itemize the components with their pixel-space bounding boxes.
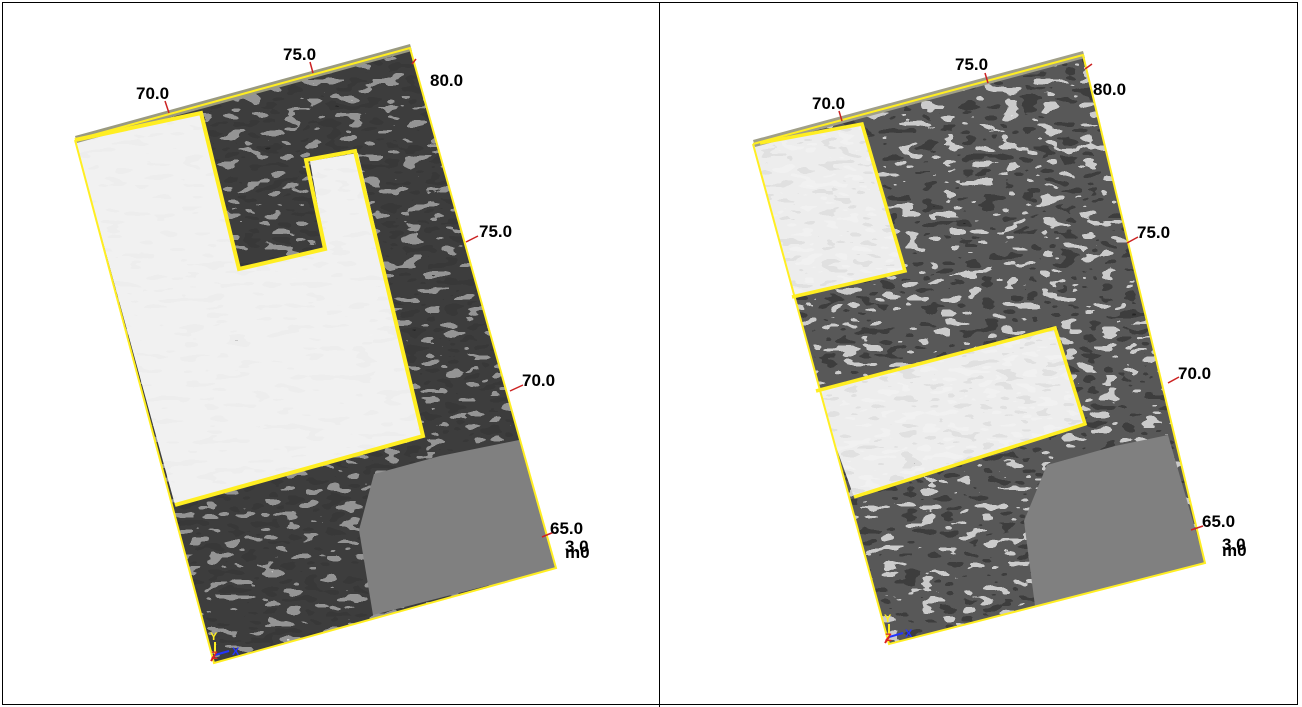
left-scan-view: 70.0 75.0 80.0 75.0 70.0 65.0 3.0 m0 Y X…: [74, 44, 590, 665]
right-tick-label: 70.0: [1178, 364, 1211, 383]
top-tick: [984, 72, 989, 84]
right-tick-label: 75.0: [1137, 223, 1170, 242]
corner-label: 3.0: [565, 537, 589, 556]
axis-z-label: Z: [211, 650, 218, 662]
axis-x-label: X: [905, 628, 913, 640]
anomaly-outline-1: [759, 121, 908, 299]
axis-triad: Y X Z: [210, 631, 240, 662]
right-tick-label: 65.0: [550, 519, 583, 538]
axis-z-label: Z: [885, 632, 892, 644]
top-tick-label: 80.0: [1093, 80, 1126, 99]
right-tick-label: 70.0: [522, 371, 555, 390]
axis-y-label: Y: [884, 613, 892, 625]
corner-label: m0: [1222, 541, 1247, 560]
corner-label: m0: [565, 543, 590, 562]
top-axis: 70.0 75.0 80.0: [812, 55, 1126, 122]
top-tick: [411, 58, 417, 65]
right-tick: [465, 235, 479, 243]
top-tick-label: 80.0: [430, 71, 463, 90]
right-tick: [541, 531, 555, 538]
no-data-block: [359, 440, 556, 615]
anomaly-outline-2: [815, 325, 1088, 499]
survey-boundary: [74, 46, 558, 665]
right-tick: [1190, 525, 1204, 531]
axis-triad: Y X Z: [884, 613, 913, 644]
right-axis: 75.0 70.0 65.0 3.0 m0: [465, 222, 590, 562]
top-tick-label: 70.0: [136, 84, 169, 103]
left-survey-image: [75, 48, 556, 663]
right-tick: [1167, 376, 1180, 384]
axis-x-label: X: [232, 646, 240, 658]
top-tick: [1084, 63, 1093, 70]
no-data-block: [1024, 435, 1205, 606]
corner-label: 3.0: [1222, 535, 1246, 554]
right-tick: [1126, 236, 1139, 244]
right-axis: 75.0 70.0 65.0 3.0 m0: [1126, 223, 1247, 560]
top-tick-label: 75.0: [283, 45, 316, 64]
anomaly-outline: [74, 110, 426, 507]
top-tick: [164, 100, 170, 114]
right-survey-image: [753, 55, 1205, 644]
right-tick-label: 75.0: [479, 222, 512, 241]
left-panel: 70.0 75.0 80.0 75.0 70.0 65.0 3.0 m0 Y X…: [3, 3, 658, 705]
top-tick-label: 75.0: [955, 55, 988, 74]
top-axis: 70.0 75.0 80.0: [136, 45, 463, 114]
top-tick: [838, 110, 843, 122]
panel-divider: [659, 2, 660, 707]
survey-boundary: [752, 53, 1207, 646]
top-tick-label: 70.0: [812, 94, 845, 113]
top-tick: [309, 61, 314, 74]
right-tick: [509, 384, 524, 392]
right-scan-view: 70.0 75.0 80.0 75.0 70.0 65.0 3.0 m0 Y X…: [752, 51, 1247, 646]
right-tick-label: 65.0: [1202, 512, 1235, 531]
right-panel: 70.0 75.0 80.0 75.0 70.0 65.0 3.0 m0 Y X…: [660, 3, 1296, 705]
axis-y-label: Y: [210, 631, 218, 643]
